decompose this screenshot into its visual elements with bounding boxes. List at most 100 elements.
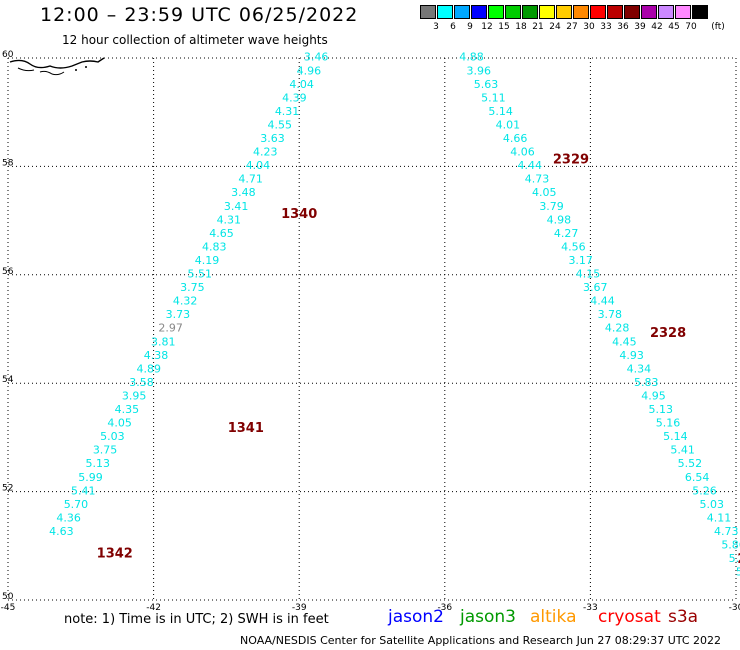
legend-swatch [556,5,572,19]
legend-swatch-label: 24 [549,22,561,32]
wave-height-value: 5.52 [678,457,703,470]
wave-height-value: 5.51 [187,268,212,281]
legend-swatch [692,5,708,19]
wave-height-value: 4.15 [576,268,601,281]
wave-height-value: 5.41 [670,444,695,457]
legend-swatch [488,5,504,19]
wave-height-value: 4.36 [56,511,81,524]
satellite-name: jason2 [388,607,444,627]
pass-time-labels: 1340134113422329232823272326 [97,153,740,567]
legend-swatch [607,5,623,19]
wave-height-value: 4.56 [561,240,586,253]
wave-height-value: 5.63 [474,78,499,91]
satellite-name: altika [530,607,577,627]
wave-height-value: 3.63 [260,132,285,145]
pass-time-label: 1342 [97,547,133,562]
wave-height-value: 4.83 [202,240,227,253]
wave-height-value: 3.75 [93,444,118,457]
wave-height-value: 5.99 [78,471,103,484]
legend-swatch [471,5,487,19]
wave-height-value: 4.39 [282,91,307,104]
wave-height-value: 5.41 [71,484,96,497]
wave-height-value: 3.95 [122,389,147,402]
wave-height-value: 3.75 [180,281,205,294]
wave-height-value: 4.28 [605,322,630,335]
wave-height-value: 4.31 [217,213,242,226]
wave-height-value: 4.96 [297,64,322,77]
wave-height-value: 4.73 [714,525,739,538]
legend-swatch-label: 3 [433,22,439,32]
wave-height-value: 5.03 [100,430,125,443]
legend-swatch [675,5,691,19]
wave-height-value: 4.38 [144,349,169,362]
wave-height-value: 3.58 [129,376,154,389]
pass-time-label: 1340 [281,207,317,222]
legend-swatch [505,5,521,19]
wave-height-value: 3.48 [231,186,256,199]
wave-height-value: 3.96 [467,64,492,77]
wave-height-value: 4.89 [136,362,161,375]
wave-height-value: 5.80 [729,552,740,565]
wave-height-value: 4.63 [49,525,74,538]
greenland-coastline [9,57,105,76]
wave-height-value: 5.03 [699,498,724,511]
wave-height-value: 4.55 [268,118,293,131]
wave-height-value: 5.13 [86,457,111,470]
lon-tick-label: -33 [583,603,598,613]
altimeter-tracks: 4.634.365.705.415.995.133.755.034.054.35… [49,51,740,579]
legend-swatch [641,5,657,19]
satellite-name: cryosat [598,607,661,627]
wave-height-value: 4.44 [517,159,542,172]
legend-swatch-label: 6 [450,22,456,32]
map-title: 12:00 – 23:59 UTC 06/25/2022 [40,4,359,26]
legend-swatch [522,5,538,19]
wave-height-value: 4.45 [612,335,637,348]
legend-swatch [437,5,453,19]
legend-swatch-label: 27 [566,22,578,32]
wave-height-value: 5.13 [649,403,674,416]
wave-height-value: 4.44 [590,295,615,308]
wave-height-value: 4.35 [115,403,140,416]
wave-height-value: 4.27 [554,227,579,240]
pass-time-label: 1341 [228,421,264,436]
wave-height-value: 4.06 [510,146,535,159]
wave-height-value: 4.71 [238,173,263,186]
lat-tick-label: 54 [2,375,14,385]
pass-time-label: 2327 [737,552,740,567]
legend-swatch-label: 45 [668,22,680,32]
wave-height-value: 4.23 [253,146,278,159]
wave-height-value: 4.66 [503,132,528,145]
legend-swatch-label: 70 [685,22,697,32]
wave-height-value: 3.73 [166,308,191,321]
wave-height-value: 6.54 [685,471,710,484]
wave-height-value: 5.83 [634,376,659,389]
wave-height-value: 4.65 [209,227,234,240]
wave-height-value: 5.97 [736,566,740,579]
wave-height-value: 3.67 [583,281,608,294]
wave-height-value: 4.88 [459,51,484,64]
wave-height-value: 5.14 [663,430,688,443]
wave-height-value: 4.31 [275,105,300,118]
legend-swatch [573,5,589,19]
wave-height-value: 3.17 [568,254,593,267]
lat-tick-label: 52 [2,484,13,494]
legend-swatch-label: 21 [532,22,544,32]
lat-tick-label: 50 [2,592,14,602]
legend-swatch [539,5,555,19]
wave-height-value: 5.14 [488,105,513,118]
legend-swatch-label: 36 [617,22,629,32]
legend-swatch-label: 15 [498,22,510,32]
lat-lon-grid: -45 -42 -39 -36 -33 -30 60 58 56 54 52 50 [1,50,740,613]
legend-unit-label: (ft) [711,22,725,32]
legend-swatch-label: 33 [600,22,612,32]
wave-height-value: 2.97 [158,322,183,335]
lon-tick-label: -45 [1,603,16,613]
wave-height-value: 3.81 [151,335,176,348]
legend-swatch [658,5,674,19]
wave-height-value: 4.98 [547,213,572,226]
wave-height-value: 4.19 [195,254,220,267]
legend-swatch-label: 12 [481,22,493,32]
wave-height-value: 5.86 [721,539,740,552]
lon-tick-label: -36 [437,603,452,613]
